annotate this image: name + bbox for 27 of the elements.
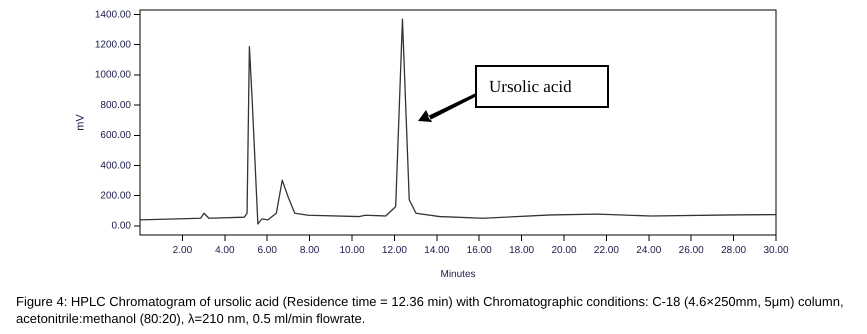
- y-tick-label: 1000.00: [94, 70, 132, 81]
- caption: Figure 4: HPLC Chromatogram of ursolic acid (Residence time = 12.36 min) with Chromatographic conditions: C-18 (4.6×250mm, 5μm) column, acetonitrile:methanol (80:20), λ=210 nm, 0.5 ml/min flowrate.: [16, 293, 845, 327]
- y-tick-label: 200.00: [100, 190, 132, 202]
- x-tick-label: 12.00: [382, 244, 408, 256]
- x-tick-label: 14.00: [424, 244, 450, 256]
- y-tick-label: 800.00: [100, 100, 132, 111]
- y-tick-label: 600.00: [100, 130, 132, 142]
- y-tick-label: 400.00: [100, 160, 132, 172]
- y-tick-label: 0.00: [112, 220, 132, 232]
- x-tick-label: 2.00: [172, 244, 193, 256]
- x-tick-label: 10.00: [339, 244, 365, 256]
- annotation: Ursolic acid: [475, 65, 609, 108]
- x-tick-label: 4.00: [215, 244, 235, 256]
- x-tick-label: 26.00: [678, 244, 704, 256]
- y-tick-label: 1400.00: [94, 9, 132, 20]
- x-tick-label: 22.00: [594, 244, 620, 256]
- x-tick-label: 30.00: [763, 244, 789, 256]
- y-tick-label: 1200.00: [94, 39, 132, 50]
- x-tick-label: 16.00: [466, 244, 492, 256]
- y-axis-title: mV: [74, 114, 87, 131]
- x-tick-label: 20.00: [551, 244, 577, 256]
- x-axis-title: Minutes: [440, 268, 476, 280]
- x-tick-label: 18.00: [509, 244, 535, 256]
- x-tick-label: 8.00: [300, 244, 320, 256]
- x-tick-label: 6.00: [257, 244, 278, 256]
- x-tick-label: 24.00: [636, 244, 662, 256]
- x-tick-label: 28.00: [721, 244, 747, 256]
